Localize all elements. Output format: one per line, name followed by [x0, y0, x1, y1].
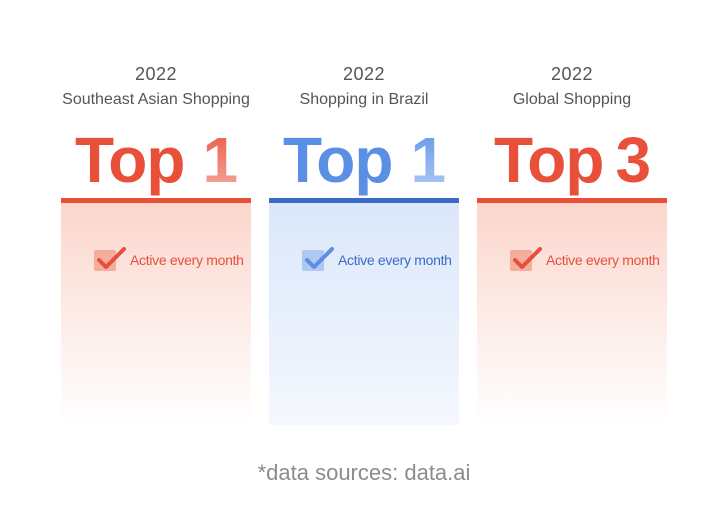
rank-heading: Top 1 [41, 120, 271, 200]
card-subtitle: Southeast Asian Shopping [62, 91, 250, 108]
rank-word: Top [493, 124, 605, 196]
card-panel [61, 203, 251, 425]
card-panel [477, 203, 667, 425]
card-subtitle: Shopping in Brazil [299, 91, 429, 108]
accent-bar [477, 198, 667, 203]
rank-number: 1 [410, 120, 446, 200]
rank-number: 3 [615, 124, 651, 196]
ranking-card-brazil: 2022 Shopping in Brazil Top 1 Active ever… [269, 0, 459, 430]
card-subtitle: Global Shopping [512, 91, 632, 108]
data-source-note: *data sources: data.ai [257, 460, 471, 485]
card-year: 2022 [550, 64, 594, 84]
checkmark-icon [510, 247, 542, 271]
accent-bar [269, 198, 459, 203]
badge-label: Active every month [546, 252, 660, 268]
ranking-card-southeast-asia: 2022 Southeast Asian Shopping Top 1 Activ… [61, 0, 251, 430]
card-year: 2022 [134, 64, 178, 84]
badge-label: Active every month [338, 252, 452, 268]
badge-label: Active every month [130, 252, 244, 268]
card-year: 2022 [342, 64, 386, 84]
checkmark-icon [94, 247, 126, 271]
rank-word: Top [282, 124, 394, 196]
rank-number: 1 [202, 120, 238, 200]
accent-bar [61, 198, 251, 203]
card-panel [269, 203, 459, 425]
rank-heading: Top 3 [457, 120, 687, 200]
rank-word: Top [74, 124, 186, 196]
checkmark-icon [302, 247, 334, 271]
rank-heading: Top 1 [249, 120, 479, 200]
ranking-card-global: 2022 Global Shopping Top 3 Active every m… [477, 0, 667, 430]
